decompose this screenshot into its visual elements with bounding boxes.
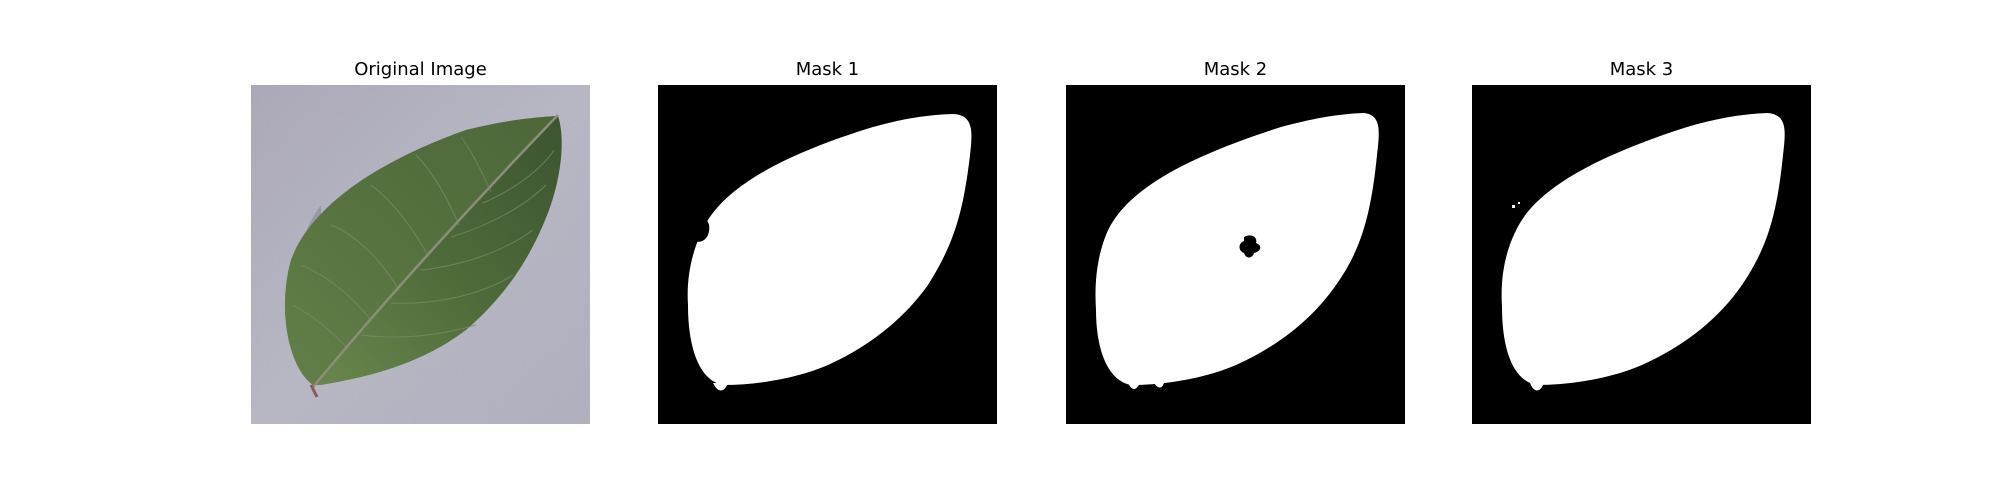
panel-title: Original Image [354, 59, 487, 80]
mask-foreground [1095, 113, 1379, 385]
leaf-midrib [312, 114, 559, 388]
mask-1-image [658, 85, 997, 424]
original-leaf-photo [251, 85, 590, 424]
mask-foreground [1501, 113, 1785, 385]
panel-mask-1: Mask 1 [658, 55, 997, 424]
mask-2-image [1066, 85, 1405, 424]
panel-mask-2: Mask 2 [1066, 55, 1405, 424]
leaf-stem [309, 384, 319, 398]
mask-3-image [1472, 85, 1811, 424]
leaf-veins [292, 136, 555, 348]
panel-title: Mask 3 [1609, 59, 1674, 80]
panel-mask-3: Mask 3 [1472, 55, 1811, 424]
panel-title: Mask 2 [1203, 59, 1268, 80]
panel-title: Mask 1 [795, 59, 860, 80]
mask-foreground [687, 114, 972, 385]
mask-hole [1239, 235, 1261, 258]
panel-original-image: Original Image [251, 55, 590, 424]
